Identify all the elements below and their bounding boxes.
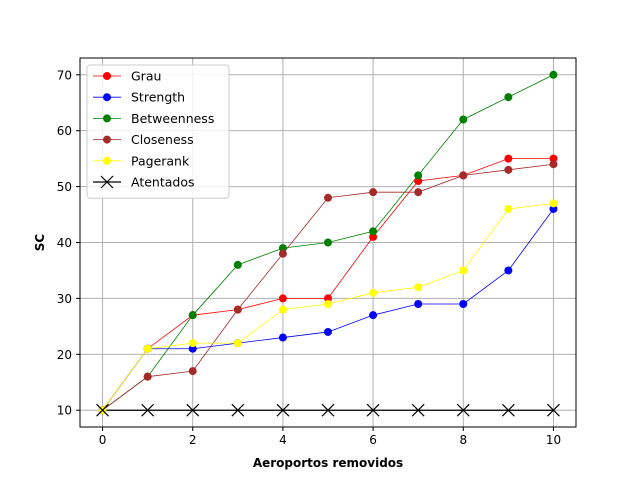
data-point-betweenness: [278, 244, 287, 253]
data-point-atentados: [321, 403, 335, 417]
y-tick-label: 60: [57, 124, 72, 138]
legend: Grau Strength Betweenness Closeness Pagerank…: [86, 64, 230, 199]
data-point-atentados: [366, 403, 380, 417]
data-point-atentados: [456, 403, 470, 417]
data-point-closeness: [143, 372, 152, 381]
data-point-closeness: [324, 193, 332, 202]
data-point-strength: [278, 333, 287, 342]
data-point-betweenness: [188, 311, 197, 320]
y-axis-ticks: 10 20 30 40 50 60 70: [57, 68, 80, 418]
data-point-strength: [549, 204, 558, 213]
legend-marker-atentados: [100, 175, 114, 189]
y-tick-label: 70: [57, 68, 72, 82]
data-point-pagerank: [188, 339, 197, 348]
legend-label-grau: Grau: [131, 69, 161, 84]
data-point-grau: [369, 232, 378, 241]
data-point-betweenness: [549, 70, 558, 79]
data-point-closeness: [549, 160, 558, 169]
data-point-pagerank: [504, 204, 513, 213]
data-point-closeness: [278, 249, 287, 258]
x-tick-label: 10: [546, 433, 561, 447]
data-point-betweenness: [459, 115, 468, 124]
data-point-betweenness: [414, 171, 423, 180]
data-point-grau: [414, 177, 423, 185]
data-point-pagerank: [414, 283, 423, 292]
legend-marker-strength: [103, 93, 111, 102]
data-point-atentados: [231, 403, 245, 417]
data-point-pagerank: [459, 266, 468, 275]
data-point-closeness: [504, 165, 513, 174]
y-tick-label: 30: [57, 292, 72, 306]
legend-label-strength: Strength: [131, 90, 185, 105]
data-point-betweenness: [233, 260, 242, 269]
y-tick-label: 50: [57, 180, 72, 194]
data-point-betweenness: [504, 93, 513, 102]
data-point-strength: [188, 344, 197, 353]
data-point-strength: [414, 300, 423, 308]
legend-box: [86, 64, 230, 199]
data-point-grau: [504, 154, 513, 163]
data-point-pagerank: [369, 288, 378, 297]
data-point-strength: [369, 311, 378, 320]
data-point-grau: [549, 154, 558, 163]
y-tick-label: 10: [57, 404, 72, 418]
x-axis-label: Aeroportos removidos: [253, 456, 403, 470]
data-point-strength: [504, 266, 513, 275]
y-tick-label: 40: [57, 236, 72, 250]
data-point-pagerank: [233, 339, 242, 348]
data-point-closeness: [233, 305, 242, 314]
data-point-atentados: [547, 403, 560, 417]
data-point-atentados: [276, 403, 290, 417]
legend-label-closeness: Closeness: [131, 132, 194, 147]
data-point-pagerank: [549, 199, 558, 208]
data-point-atentados: [411, 403, 425, 417]
legend-label-pagerank: Pagerank: [131, 153, 190, 168]
x-tick-label: 8: [459, 433, 467, 447]
data-point-pagerank: [324, 300, 332, 308]
data-point-atentados: [96, 403, 109, 417]
data-point-betweenness: [324, 238, 332, 247]
x-tick-label: 6: [369, 433, 377, 447]
data-point-grau: [324, 294, 332, 303]
data-point-strength: [459, 300, 468, 308]
data-point-grau: [278, 294, 287, 303]
data-point-betweenness: [369, 227, 378, 236]
x-tick-label: 2: [189, 433, 197, 447]
data-point-pagerank: [278, 305, 287, 314]
x-tick-label: 4: [279, 433, 287, 447]
y-axis-label: SC: [33, 234, 47, 252]
y-tick-label: 20: [57, 348, 72, 362]
x-tick-label: 0: [99, 433, 107, 447]
legend-marker-closeness: [103, 135, 111, 144]
data-point-atentados: [186, 403, 200, 417]
legend-label-betweenness: Betweenness: [131, 111, 214, 126]
legend-marker-betweenness: [103, 114, 111, 123]
x-axis-ticks: 0 2 4 6 8 10: [99, 427, 561, 447]
data-point-pagerank: [143, 344, 152, 353]
legend-marker-pagerank: [103, 156, 111, 165]
data-point-closeness: [414, 188, 423, 197]
data-point-closeness: [459, 171, 468, 180]
series-markers: [96, 70, 560, 417]
data-point-closeness: [369, 188, 378, 197]
data-point-atentados: [501, 403, 515, 417]
data-point-strength: [324, 327, 332, 336]
data-point-closeness: [188, 367, 197, 376]
legend-marker-grau: [103, 72, 111, 80]
legend-label-atentados: Atentados: [131, 175, 195, 190]
data-point-atentados: [141, 403, 155, 417]
